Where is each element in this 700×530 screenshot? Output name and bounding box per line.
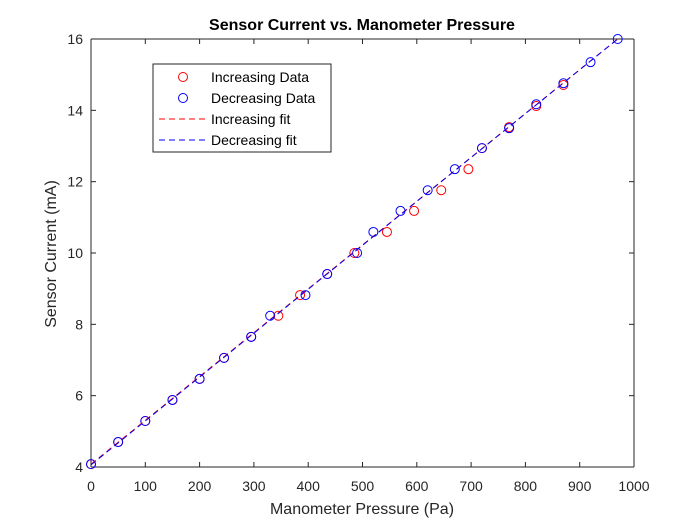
legend-item: Decreasing fit [159,132,297,148]
x-tick-label: 400 [297,478,321,494]
legend-swatch-marker [178,72,188,82]
x-tick-label: 700 [459,478,483,494]
data-point [504,123,515,134]
y-tick-label: 16 [67,31,83,47]
x-tick-label: 0 [87,478,95,494]
data-point [558,78,569,89]
data-point [436,185,447,196]
y-axis-label: Sensor Current (mA) [43,180,60,328]
y-tick-label: 12 [67,174,83,190]
legend-box [152,63,332,153]
data-point [295,290,306,301]
x-tick-label: 500 [351,478,375,494]
data-point [246,331,257,342]
legend-label: Decreasing Data [211,90,315,106]
data-point [167,394,178,405]
y-tick-label: 4 [75,459,83,475]
legend: Increasing Data Decreasing Data Increasing… [152,63,332,153]
legend-label: Increasing fit [211,111,290,127]
data-point [113,437,124,448]
x-tick-label: 900 [568,478,592,494]
y-tick-label: 8 [75,316,83,332]
legend-swatch-marker [178,93,188,103]
x-tick-label: 100 [134,478,158,494]
x-tick-label: 1000 [618,478,649,494]
data-point [86,459,96,470]
data-point [409,205,420,216]
data-point [612,34,623,44]
data-point [395,205,406,216]
data-point [368,226,379,237]
data-point [381,226,392,237]
data-point [422,185,433,196]
data-point [322,269,333,280]
series-decreasing-fit [90,38,619,466]
x-tick-label: 600 [405,478,429,494]
data-point [449,164,460,175]
data-point [476,143,487,154]
data-point [531,99,542,110]
legend-label: Increasing Data [211,69,309,85]
data-point [352,248,363,258]
data-point [273,310,284,321]
legend-item: Increasing Data [178,69,309,85]
series-decreasing-data [86,34,623,470]
y-tick-label: 10 [67,245,83,261]
data-point [349,248,360,258]
data-point [140,415,151,426]
y-tick-label: 14 [67,102,83,118]
x-axis-label: Manometer Pressure (Pa) [270,501,454,518]
x-tick-label: 800 [514,478,538,494]
data-point [194,373,205,384]
legend-item: Increasing fit [159,111,290,127]
fit-line [90,38,619,466]
x-tick-label: 200 [188,478,212,494]
x-tick-label: 300 [242,478,266,494]
data-point [585,57,596,68]
data-point [219,352,230,363]
legend-item: Decreasing Data [178,90,315,106]
data-point [463,164,474,175]
legend-label: Decreasing fit [211,132,297,148]
y-tick-label: 6 [75,388,83,404]
chart-title: Sensor Current vs. Manometer Pressure [209,17,515,34]
